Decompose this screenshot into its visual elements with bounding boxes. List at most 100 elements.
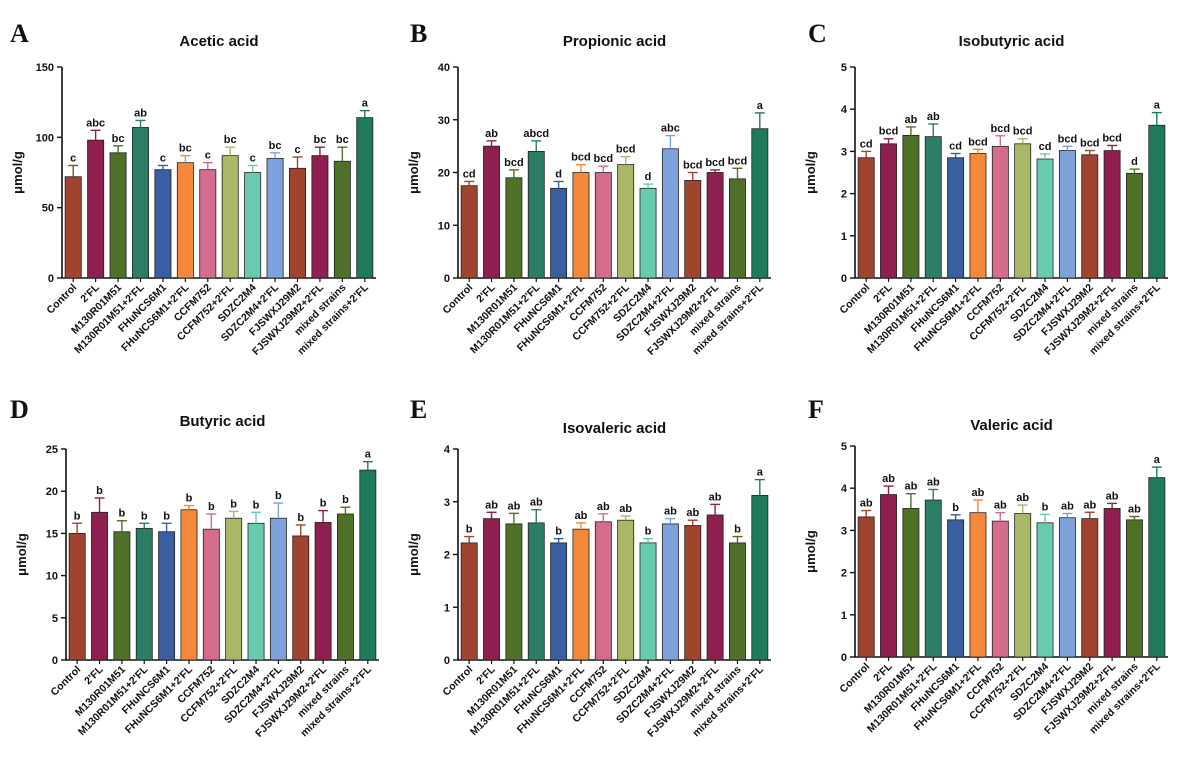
significance-label: ab [860,498,873,510]
panel-letter: E [410,395,427,424]
bar-m130r01m51 [902,134,920,279]
significance-label: abc [86,117,105,129]
bar-fhuncs6m1-plus-2fl [572,172,590,279]
significance-label: bc [314,134,327,146]
significance-label: bcd [594,153,614,165]
y-tick-label: 10 [46,571,58,583]
bar-m130r01m51-plus-2fl [924,499,942,658]
significance-label: a [757,100,764,112]
significance-label: b [74,510,81,522]
bar-sdzc2m4-plus-2fl [661,523,679,661]
panel-letter: C [808,19,827,48]
bar-sdzc2m4-plus-2fl [1058,517,1076,658]
significance-label: a [365,449,372,461]
bar-fjswxj29m2-plus-2fl [311,155,329,279]
bar-2fl [91,511,108,661]
significance-label: c [250,152,256,164]
significance-label: a [1154,100,1161,112]
significance-label: ab [485,128,498,140]
bar-fjswxj29m2 [684,180,702,279]
significance-label: ab [664,506,677,518]
y-tick-label: 0 [444,273,450,285]
chart-title: Isovaleric acid [563,420,666,437]
bar-fhuncs6m1 [550,542,568,661]
significance-label: b [297,512,304,524]
significance-label: ab [1106,490,1119,502]
y-axis-label: μmol/g [406,151,421,194]
significance-label: b [96,485,103,497]
bar-ccfm752 [594,172,612,279]
significance-label: d [555,168,562,180]
bar-ccfm752 [202,528,220,661]
significance-label: bcd [683,160,703,172]
significance-label: c [70,152,76,164]
significance-label: c [294,144,300,156]
significance-label: a [362,98,369,110]
bar-fhuncs6m1 [550,187,568,279]
chart-title: Propionic acid [563,33,666,50]
bar-2fl [880,494,897,658]
bar-m130r01m51 [505,523,523,661]
bar-ccfm752 [594,521,612,661]
panel-propionic-acid: B Propionic acid μmol/g 0 10 20 30 40 cd Control a… [406,19,771,358]
bar-ccfm752-plus-2fl [221,155,239,279]
bar-fhuncs6m1 [947,519,965,658]
y-tick-label: 5 [841,441,847,453]
bar-ccfm752-plus-2fl [1014,513,1032,658]
significance-label: b [208,501,215,513]
x-tick-label: Control [440,282,475,317]
significance-label: ab [1061,501,1074,513]
bar-fhuncs6m1 [947,157,965,279]
significance-label: a [1154,454,1161,466]
bar-2fl [880,143,897,279]
bar-sdzc2m4-plus-2fl [266,158,284,279]
bar-sdzc2m4 [247,522,265,661]
chart-title: Valeric acid [970,417,1053,434]
significance-label: b [253,499,260,511]
bar-mixed-strains [729,178,746,279]
bar-sdzc2m4 [639,542,657,661]
chart-title: Isobutyric acid [959,33,1065,50]
significance-label: bcd [879,126,899,138]
bar-m130r01m51-plus-2fl [135,527,153,661]
x-tick-label: Control [837,661,872,696]
significance-label: a [757,467,764,479]
significance-label: b [275,490,282,502]
significance-label: bc [224,134,237,146]
significance-label: ab [709,491,722,503]
significance-label: ab [904,114,917,126]
y-axis-label: μmol/g [406,533,421,576]
bar-m130r01m51 [902,508,920,658]
bar-mixed-strains-plus-2fl [359,469,377,661]
significance-label: b [1042,501,1049,513]
bar-mixed-strains [729,542,746,661]
significance-label: cd [949,141,962,153]
significance-label: ab [575,510,588,522]
significance-label: b [952,502,959,514]
significance-label: bcd [705,157,725,169]
y-tick-label: 15 [46,528,58,540]
bar-m130r01m51 [505,177,523,279]
significance-label: bcd [1058,133,1078,145]
bar-fhuncs6m1-plus-2fl [572,528,590,661]
y-tick-label: 2 [444,550,450,562]
panel-letter: A [10,19,29,48]
bar-fhuncs6m1-plus-2fl [969,512,987,658]
significance-label: b [141,510,148,522]
y-tick-label: 150 [36,62,54,74]
significance-label: b [342,494,349,506]
bar-fhuncs6m1 [158,531,176,661]
y-tick-label: 1 [841,231,847,243]
bar-fjswxj29m2 [289,167,306,279]
significance-label: b [466,524,473,536]
y-axis-label: μmol/g [14,533,29,576]
y-tick-label: 4 [841,104,848,116]
significance-label: ab [686,507,699,519]
y-tick-label: 5 [841,62,847,74]
y-tick-label: 25 [46,444,58,456]
significance-label: ab [927,111,940,123]
y-tick-label: 20 [46,486,58,498]
y-tick-label: 20 [438,168,450,180]
panel-butyric-acid: D Butyric acidμmol/g0510152025bControlb2'… [10,395,379,740]
